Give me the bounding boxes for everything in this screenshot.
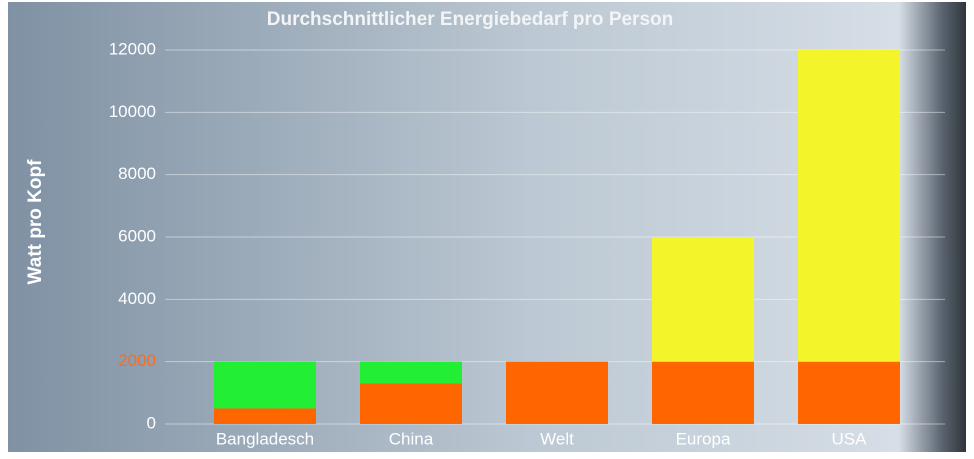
bar-segment	[360, 361, 462, 384]
x-tick-label: Bangladesch	[216, 429, 314, 448]
x-tick-label: Europa	[676, 429, 731, 448]
y-tick-label: 10000	[109, 102, 156, 121]
bar-segment	[798, 50, 900, 362]
bar-segment	[214, 408, 316, 424]
bar-segment	[652, 361, 754, 424]
y-tick-label: 8000	[118, 164, 156, 183]
x-tick-label: USA	[832, 429, 868, 448]
bar-segment	[214, 361, 316, 409]
chart-title: Durchschnittlicher Energiebedarf pro Per…	[267, 9, 673, 30]
x-tick-label: Welt	[540, 429, 574, 448]
y-tick-label: 0	[147, 413, 156, 432]
y-tick-label: 6000	[118, 226, 156, 245]
bar-segment	[506, 361, 608, 424]
bar-segment	[360, 383, 462, 424]
bar-segment	[798, 361, 900, 424]
y-tick-label: 2000	[118, 351, 156, 370]
x-tick-label: China	[389, 429, 434, 448]
y-tick-label: 12000	[109, 39, 156, 58]
bar-segment	[652, 237, 754, 362]
y-axis-label: Watt pro Kopf	[25, 159, 46, 285]
y-tick-label: 4000	[118, 289, 156, 308]
